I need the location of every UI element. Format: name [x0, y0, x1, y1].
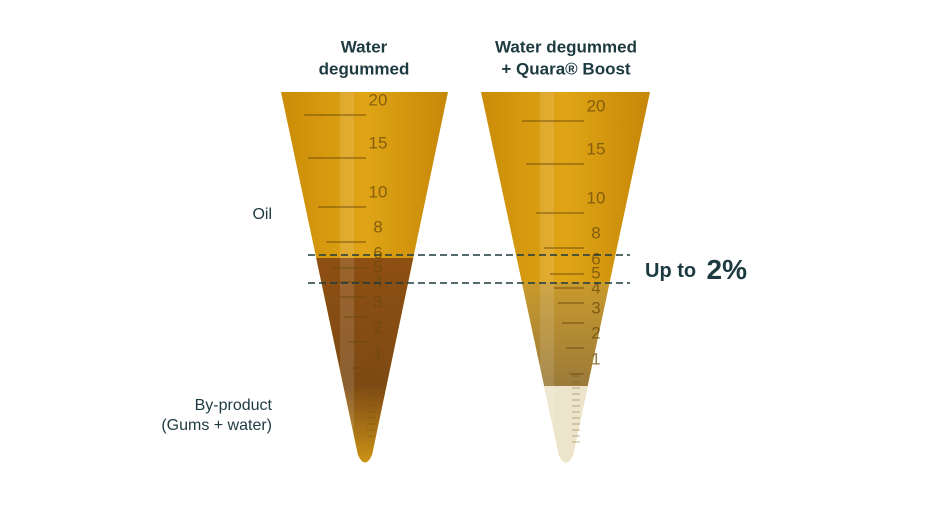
scale-label: 8 [591, 223, 600, 242]
callout-prefix: Up to [645, 260, 696, 282]
tube-left [281, 92, 448, 463]
scale-label: 1 [373, 343, 382, 362]
scale-label: 4 [591, 278, 600, 297]
byproduct-label: (Gums + water) [161, 417, 272, 434]
scale-label: 15 [369, 133, 388, 152]
byproduct-label: By-product [195, 397, 273, 414]
scale-label: 4 [373, 272, 382, 291]
scale-label: 5 [591, 263, 600, 282]
scale-label: 5 [373, 257, 382, 276]
tube-title: degummed [319, 59, 410, 78]
titles: Water degummed Water degummed + Quara® B… [319, 37, 637, 78]
tube-title: + Quara® Boost [501, 59, 631, 78]
scale-label: 3 [591, 298, 600, 317]
tube-right [481, 92, 650, 463]
scale-label: 2 [373, 317, 382, 336]
scale-label: 1 [591, 349, 600, 368]
callout-value: 2% [707, 254, 748, 285]
scale-label: 2 [591, 323, 600, 342]
tube-title: Water [341, 37, 388, 56]
scale-label: 10 [369, 182, 388, 201]
scale-label: 15 [587, 139, 606, 158]
scale-label: 3 [373, 292, 382, 311]
oil-label: Oil [252, 206, 272, 223]
callout: Up to 2% [645, 254, 747, 285]
scale-label: 8 [373, 217, 382, 236]
tube-title: Water degummed [495, 37, 637, 56]
scale-label: 10 [587, 188, 606, 207]
scale-label: 20 [587, 96, 606, 115]
scale-label: 6 [373, 243, 382, 262]
scale-label: 20 [369, 90, 388, 109]
scale-label: 6 [591, 249, 600, 268]
